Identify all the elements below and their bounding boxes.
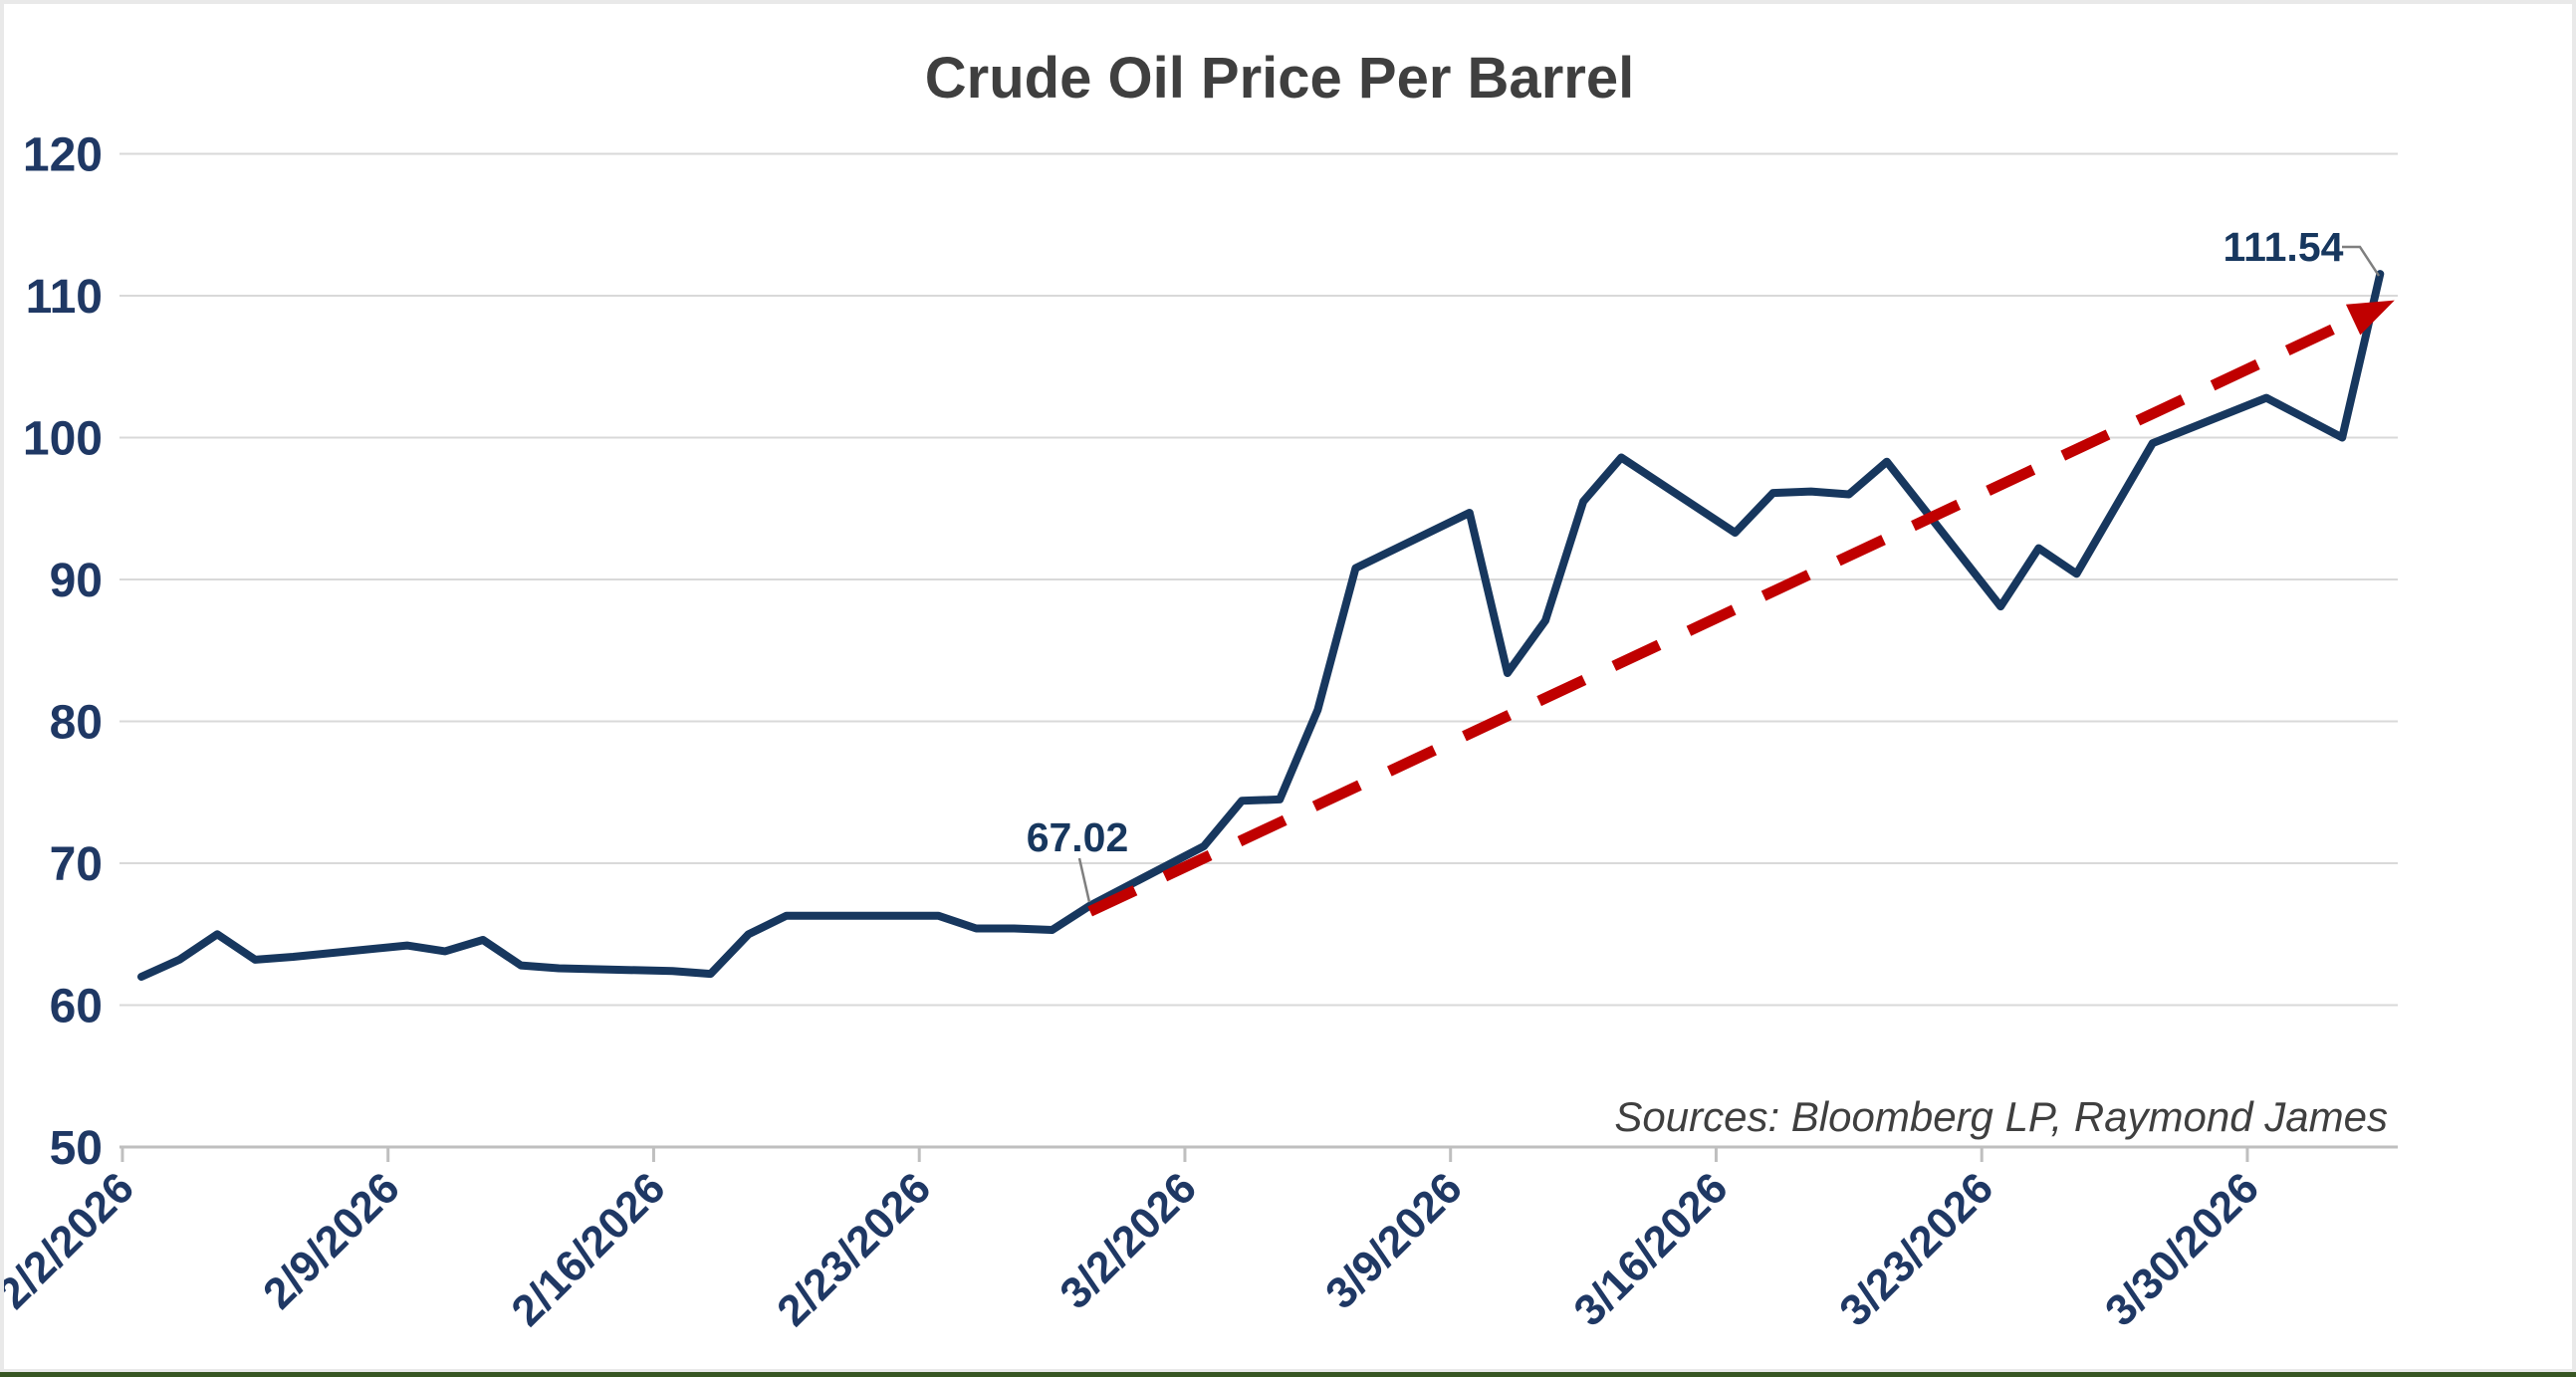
- y-axis-label: 90: [50, 555, 103, 607]
- y-axis-label: 100: [23, 413, 103, 466]
- y-axis-label: 120: [23, 129, 103, 182]
- y-axis-label: 70: [50, 838, 103, 891]
- bottom-edge-strip: [0, 1372, 2576, 1377]
- y-axis-label: 80: [50, 697, 103, 750]
- chart-title: Crude Oil Price Per Barrel: [925, 46, 1634, 111]
- annotation-high-leader-line: [2342, 245, 2381, 277]
- y-axis-label: 60: [50, 981, 103, 1033]
- annotation-low-label: 67.02: [1027, 814, 1129, 860]
- y-axis-label: 110: [26, 271, 103, 324]
- price-line: [137, 270, 2385, 981]
- trend-arrowhead: [2345, 300, 2395, 336]
- annotation-high-label: 111.54: [2224, 224, 2344, 270]
- trend-line: [1087, 310, 2365, 917]
- source-note: Sources: Bloomberg LP, Raymond James: [1614, 1093, 2388, 1140]
- annotation-low-leader-line: [1077, 857, 1091, 903]
- y-axis-label: 50: [50, 1122, 103, 1175]
